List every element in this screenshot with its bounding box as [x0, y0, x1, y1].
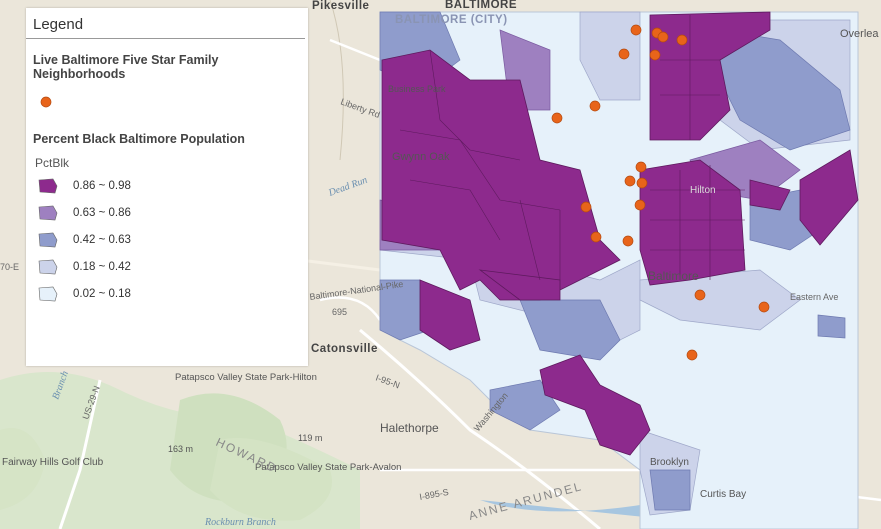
park-area — [210, 438, 332, 521]
highway — [359, 328, 601, 529]
five-star-neighborhood-marker[interactable] — [657, 31, 669, 43]
legend-class-row: 0.63 ~ 0.86 — [26, 199, 308, 226]
legend-swatch — [38, 205, 58, 220]
choropleth-class-0.86-0.98[interactable] — [419, 279, 481, 351]
highway — [319, 296, 382, 321]
road-label-eastern: Eastern Ave — [790, 292, 838, 302]
layer-title-pct-black: Percent Black Baltimore Population — [33, 132, 245, 146]
place-label-brooklyn: Brooklyn — [650, 457, 689, 468]
choropleth-class-0.18-0.42[interactable] — [579, 11, 641, 101]
place-label-baltimore-center: Baltimore — [648, 269, 699, 283]
road — [299, 258, 381, 272]
legend-class-label: 0.02 ~ 0.18 — [73, 287, 131, 300]
place-label-fairway-hills: Fairway Hills Golf Club — [2, 457, 104, 468]
place-label-baltimore-city: BALTIMORE (CITY) — [395, 14, 508, 26]
legend-classes: 0.86 ~ 0.98 0.63 ~ 0.86 0.42 ~ 0.63 0.18 ~ … — [26, 172, 308, 307]
choropleth-class-0.42-0.63[interactable] — [817, 314, 846, 339]
place-label-baltimore-north: BALTIMORE — [445, 0, 517, 11]
five-star-neighborhood-marker[interactable] — [694, 289, 706, 301]
place-label-gwynn-oak: Gwynn Oak — [392, 151, 450, 163]
five-star-neighborhood-marker[interactable] — [589, 100, 601, 112]
five-star-neighborhood-marker[interactable] — [676, 34, 688, 46]
tract-boundaries — [399, 15, 745, 281]
choropleth-class-0.86-0.98[interactable] — [478, 269, 561, 301]
legend-class-label: 0.63 ~ 0.86 — [73, 206, 131, 219]
golf-course — [0, 428, 45, 510]
water-label-rockburn: Rockburn Branch — [204, 517, 276, 528]
five-star-neighborhood-marker[interactable] — [758, 301, 770, 313]
five-star-neighborhood-marker[interactable] — [624, 175, 636, 187]
place-label-catonsville: Catonsville — [311, 343, 378, 355]
highway — [58, 379, 102, 529]
choropleth-class-0.86-0.98[interactable] — [539, 354, 651, 456]
five-star-neighborhood-marker[interactable] — [622, 235, 634, 247]
choropleth-class-0.42-0.63[interactable] — [649, 469, 691, 511]
road-label-695: 695 — [332, 307, 347, 317]
place-label-business-park: Business Park — [388, 84, 446, 94]
choropleth-class-0.86-0.98[interactable] — [749, 179, 791, 211]
five-star-neighborhood-marker[interactable] — [686, 349, 698, 361]
legend-title: Legend — [26, 8, 305, 39]
legend-swatch — [38, 286, 58, 301]
five-star-neighborhood-marker[interactable] — [618, 48, 630, 60]
legend-panel: Legend Live Baltimore Five Star Family N… — [26, 8, 308, 366]
elevation-label: 163 m — [168, 444, 193, 454]
place-label-hilton: Hilton — [690, 185, 716, 196]
road — [329, 0, 344, 161]
place-label-overlea: Overlea — [840, 28, 879, 40]
five-star-neighborhood-marker[interactable] — [551, 112, 563, 124]
legend-swatch — [38, 259, 58, 274]
legend-class-label: 0.18 ~ 0.42 — [73, 260, 131, 273]
five-star-neighborhood-marker[interactable] — [630, 24, 642, 36]
place-label-halethorpe: Halethorpe — [380, 421, 439, 435]
park-label-hilton: Patapsco Valley State Park-Hilton — [175, 372, 317, 383]
legend-class-row: 0.86 ~ 0.98 — [26, 172, 308, 199]
choropleth-class-0.42-0.63[interactable] — [379, 279, 431, 341]
legend-swatch — [38, 178, 58, 193]
elevation-label: 119 m — [298, 433, 322, 443]
five-star-neighborhood-marker[interactable] — [634, 199, 646, 211]
five-star-neighborhood-marker[interactable] — [580, 201, 592, 213]
choropleth-class-0.42-0.63[interactable] — [489, 379, 561, 431]
choropleth-class-0.86-0.98[interactable] — [799, 149, 859, 246]
choropleth-class-0.18-0.42[interactable] — [639, 269, 801, 331]
choropleth-class-0.86-0.98[interactable] — [639, 159, 746, 286]
five-star-neighborhood-marker[interactable] — [635, 161, 647, 173]
five-star-neighborhood-marker[interactable] — [590, 231, 602, 243]
legend-class-row: 0.42 ~ 0.63 — [26, 226, 308, 253]
park-label-avalon: Patapsco Valley State Park-Avalon — [255, 462, 401, 473]
five-star-symbol — [26, 81, 308, 124]
choropleth-class-0.42-0.63[interactable] — [519, 299, 621, 361]
legend-class-label: 0.86 ~ 0.98 — [73, 179, 131, 192]
legend-class-row: 0.02 ~ 0.18 — [26, 280, 308, 307]
place-label-pikesville: Pikesville — [312, 0, 369, 12]
highway — [329, 38, 381, 62]
five-star-neighborhood-marker[interactable] — [649, 49, 661, 61]
legend-field-name: PctBlk — [35, 156, 70, 170]
legend-class-row: 0.18 ~ 0.42 — [26, 253, 308, 280]
legend-class-label: 0.42 ~ 0.63 — [73, 233, 131, 246]
place-label-curtis-bay: Curtis Bay — [700, 489, 746, 500]
road-label-i70: 70-E — [0, 262, 19, 272]
marker-icon — [40, 96, 52, 108]
choropleth-class-0.86-0.98[interactable] — [381, 49, 621, 301]
five-star-markers — [551, 24, 770, 361]
layer-title-five-star: Live Baltimore Five Star Family Neighbor… — [33, 53, 219, 81]
legend-swatch — [38, 232, 58, 247]
five-star-neighborhood-marker[interactable] — [636, 177, 648, 189]
